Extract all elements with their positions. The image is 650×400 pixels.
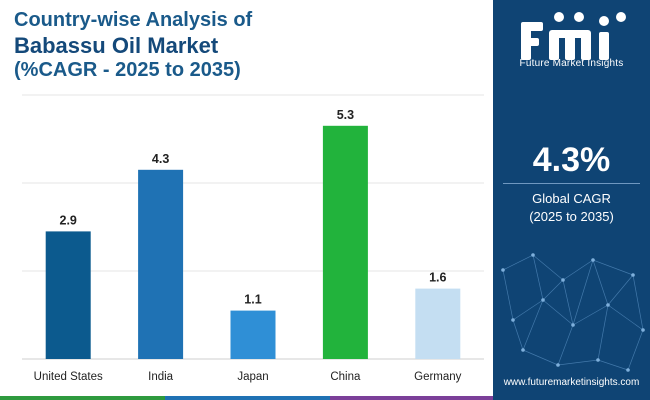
bar-chart: 2.9 4.3 1.1 5.3 1.6 United States India Japan C… (22, 94, 484, 383)
global-cagr-label-line-1: Global CAGR (532, 191, 611, 206)
footer-strip-purple (330, 396, 493, 400)
bar-japan (230, 310, 276, 359)
chart-title-line-3: (%CAGR - 2025 to 2035) (14, 59, 241, 81)
network-graphic-icon (501, 253, 645, 372)
value-label-india: 4.3 (152, 152, 169, 166)
value-label-germany: 1.6 (429, 271, 446, 285)
value-label-china: 5.3 (337, 108, 354, 122)
x-tick-japan: Japan (237, 371, 268, 383)
website-url: www.futuremarketinsights.com (503, 377, 640, 388)
side-panel: Future Market Insights 4.3% Global CAGR … (493, 0, 650, 400)
bars (45, 125, 461, 359)
bar-germany (415, 288, 461, 359)
global-cagr-label: Global CAGR (2025 to 2035) (493, 190, 650, 226)
kpi-divider (503, 183, 640, 184)
fmi-logo-icon (521, 12, 626, 60)
footer-strip-navy (493, 396, 650, 400)
x-tick-united-states: United States (34, 371, 103, 383)
global-cagr-value: 4.3% (532, 141, 611, 179)
bar-united-states (45, 231, 91, 359)
x-tick-labels: United States India Japan China Germany (34, 371, 462, 383)
bar-india (138, 169, 184, 359)
bar-china (322, 125, 368, 359)
global-cagr-label-line-2: (2025 to 2035) (529, 209, 614, 224)
value-label-japan: 1.1 (244, 293, 261, 307)
x-tick-china: China (330, 371, 361, 383)
footer-strip-green (0, 396, 165, 400)
x-tick-india: India (148, 371, 174, 383)
chart-title-line-2: Babassu Oil Market (14, 33, 219, 58)
brand-name: Future Market Insights (519, 58, 624, 69)
footer-color-strip (0, 396, 650, 400)
title-block: Country-wise Analysis of Babassu Oil Mar… (14, 8, 484, 83)
footer-strip-blue (165, 396, 330, 400)
x-tick-germany: Germany (414, 371, 462, 383)
chart-title-line-1: Country-wise Analysis of (14, 9, 253, 31)
value-labels: 2.9 4.3 1.1 5.3 1.6 (60, 108, 447, 307)
value-label-united-states: 2.9 (60, 213, 77, 227)
